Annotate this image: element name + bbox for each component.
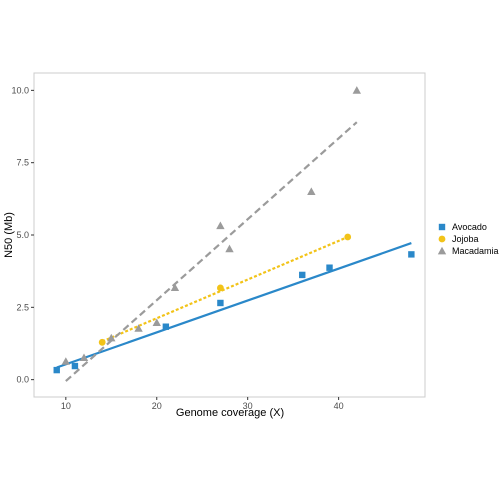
- legend: Avocado Jojoba Macadamia: [437, 222, 499, 256]
- macadamia-point: [170, 283, 180, 292]
- series-macadamia: [61, 86, 362, 382]
- panel-background: [33, 72, 426, 398]
- x-tick-label: 20: [152, 401, 162, 411]
- macadamia-point: [79, 353, 89, 362]
- legend-key-jojoba: [438, 235, 446, 243]
- legend-key-avocado: [438, 223, 446, 231]
- x-axis-title: Genome coverage (X): [176, 407, 284, 419]
- macadamia-point: [107, 333, 116, 342]
- legend-label-macadamia: Macadamia: [452, 246, 499, 256]
- y-tick-label: 5.0: [16, 230, 29, 240]
- x-tick-label: 30: [243, 401, 253, 411]
- legend-label-jojoba: Jojoba: [452, 234, 479, 244]
- y-tick-label: 7.5: [16, 158, 29, 168]
- series-jojoba: [98, 233, 352, 346]
- axes: 10 20 30 40 0.0 2.5 5.0 7.5 10.0: [11, 85, 343, 411]
- y-tick-label: 2.5: [16, 302, 29, 312]
- plot-marks: [53, 86, 415, 382]
- avocado-point: [326, 264, 333, 271]
- y-tick-label: 10.0: [11, 85, 29, 95]
- macadamia-point: [216, 221, 225, 230]
- jojoba-fit-line: [101, 236, 349, 343]
- legend-key-macadamia: [437, 246, 447, 255]
- macadamia-point: [352, 86, 362, 94]
- macadamia-fit-line: [65, 121, 358, 382]
- avocado-point: [299, 271, 306, 279]
- avocado-point: [217, 299, 224, 307]
- x-tick-label: 10: [61, 401, 71, 411]
- legend-label-avocado: Avocado: [452, 222, 487, 232]
- macadamia-point: [61, 357, 71, 365]
- avocado-point: [71, 362, 79, 370]
- series-avocado: [53, 242, 415, 374]
- avocado-fit-line: [56, 242, 412, 369]
- avocado-point: [162, 323, 170, 330]
- avocado-point: [53, 366, 60, 374]
- macadamia-point: [225, 244, 234, 253]
- macadamia-point: [307, 187, 316, 195]
- x-tick-label: 40: [334, 401, 344, 411]
- y-axis-title: N50 (Mb): [3, 212, 15, 258]
- avocado-point: [408, 251, 415, 258]
- y-tick-label: 0.0: [16, 375, 29, 385]
- macadamia-point: [152, 318, 161, 327]
- macadamia-point: [134, 324, 143, 332]
